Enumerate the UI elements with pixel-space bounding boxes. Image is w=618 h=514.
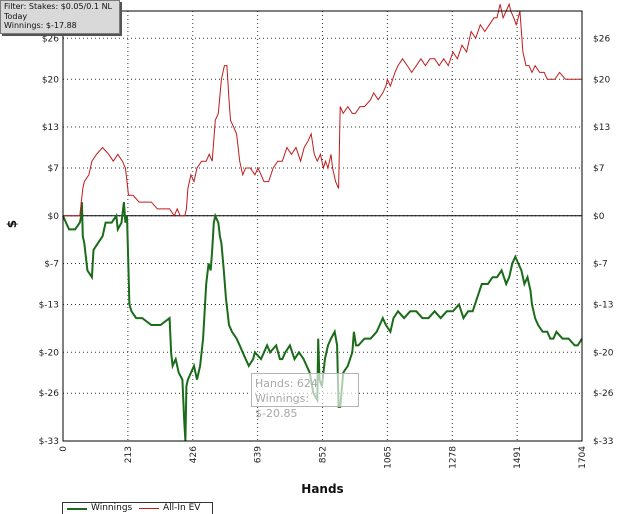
left-tick-labels: $-33 $-26 $-20 $-13 $-7 $0 $7 $13 $20 $26 <box>39 34 60 447</box>
series-line-winnings <box>62 201 583 442</box>
series-layer <box>62 2 583 442</box>
y-tick-label-right: $-26 <box>593 389 614 399</box>
y-tick-label-left: $-13 <box>39 300 59 310</box>
legend-item-allin-ev: All-In EV <box>139 503 200 514</box>
y-tick-label-right: $0 <box>593 212 605 222</box>
legend-swatch-winnings <box>67 507 87 510</box>
x-tick-label: 1065 <box>383 446 393 469</box>
y-tick-label-right: $13 <box>593 123 610 133</box>
x-tick-label: 1704 <box>578 446 588 469</box>
x-tick-label: 1278 <box>448 446 458 469</box>
filter-date-text: Today <box>4 11 28 21</box>
x-tick-label: 1491 <box>513 446 523 469</box>
y-tick-label-left: $-7 <box>44 260 59 270</box>
filter-winnings-text: Winnings: $-17.88 <box>4 21 77 30</box>
y-tick-label-left: $20 <box>42 75 59 85</box>
x-tick-label: 426 <box>189 446 199 463</box>
filter-info-box: Filter: Stakes: $0.05/0.1 NL Today Winni… <box>0 0 120 34</box>
y-tick-label-right: $20 <box>593 75 610 85</box>
x-axis-title: Hands <box>301 482 343 496</box>
y-tick-label-right: $-20 <box>593 348 614 358</box>
hover-tooltip: Hands: 624 Winnings: $-20.85 <box>251 373 359 420</box>
right-tick-labels: $-33 $-26 $-20 $-13 $-7 $0 $7 $13 $20 $26 <box>593 34 614 447</box>
filter-stakes-text: Filter: Stakes: $0.05/0.1 NL <box>4 2 113 11</box>
series-line-all-in-ev <box>63 2 582 217</box>
y-tick-label-left: $7 <box>48 164 59 174</box>
x-tick-label: 0 <box>59 446 69 452</box>
y-tick-label-right: $7 <box>593 164 604 174</box>
y-tick-label-left: $-33 <box>39 437 59 447</box>
y-tick-label-left: $13 <box>42 123 59 133</box>
legend: Winnings All-In EV <box>62 502 213 514</box>
x-tick-label: 213 <box>124 446 134 463</box>
legend-swatch-allin-ev <box>139 508 159 509</box>
legend-label-winnings: Winnings <box>91 503 133 513</box>
plot-area-frame <box>62 10 583 442</box>
y-tick-label-left: $-26 <box>39 389 60 399</box>
tooltip-winnings: Winnings: $-20.85 <box>255 392 310 420</box>
y-tick-label-left: $0 <box>48 212 60 222</box>
x-tick-label: 852 <box>319 446 329 463</box>
y-tick-label-left: $-20 <box>39 348 60 358</box>
tooltip-hands: Hands: 624 <box>255 377 318 390</box>
y-axis-title: $ <box>5 220 19 228</box>
x-tick-labels: 0 213 426 639 852 1065 1278 1491 1704 <box>59 446 588 469</box>
y-tick-label-right: $-13 <box>593 300 613 310</box>
legend-label-allin-ev: All-In EV <box>163 503 201 513</box>
y-tick-label-right: $-7 <box>593 260 608 270</box>
y-tick-label-right: $-33 <box>593 437 613 447</box>
y-tick-label-right: $26 <box>593 34 610 44</box>
x-tick-label: 639 <box>254 446 264 463</box>
y-tick-label-left: $26 <box>42 34 59 44</box>
legend-item-winnings: Winnings <box>67 503 132 514</box>
